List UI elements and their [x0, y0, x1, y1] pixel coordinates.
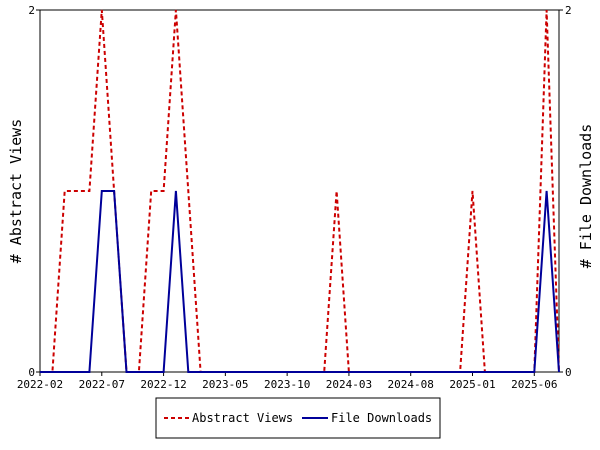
- y-axis-left-title: # Abstract Views: [7, 119, 25, 264]
- y-axis-right-title: # File Downloads: [577, 124, 595, 269]
- x-tick-label: 2025-06: [511, 378, 557, 391]
- legend-box: [155, 397, 441, 439]
- y-left-tick-label: 2: [28, 4, 35, 17]
- x-tick-label: 2024-08: [388, 378, 434, 391]
- x-tick-label: 2022-07: [79, 378, 125, 391]
- y-axis-right: 02: [559, 4, 572, 379]
- y-axis-left: 02: [28, 4, 40, 379]
- x-axis: 2022-02 2022-07 2022-12 2023-05 2023-10 2024-…: [17, 372, 557, 391]
- x-tick-label: 2023-05: [202, 378, 248, 391]
- x-tick-label: 2023-10: [264, 378, 310, 391]
- y-left-tick-label: 0: [28, 366, 35, 379]
- x-tick-label: 2022-12: [140, 378, 186, 391]
- series-line-file-downloads: [40, 190, 560, 373]
- legend-label-abstract-views: Abstract Views: [192, 411, 293, 425]
- x-tick-label: 2022-02: [17, 378, 63, 391]
- series-layer: [40, 9, 560, 373]
- y-right-tick-label: 0: [565, 366, 572, 379]
- y-right-tick-label: 2: [565, 4, 572, 17]
- plot-area: [39, 9, 560, 373]
- legend: Abstract Views File Downloads: [155, 397, 441, 439]
- legend-label-file-downloads: File Downloads: [331, 411, 432, 425]
- x-tick-label: 2024-03: [326, 378, 372, 391]
- x-tick-label: 2025-01: [449, 378, 495, 391]
